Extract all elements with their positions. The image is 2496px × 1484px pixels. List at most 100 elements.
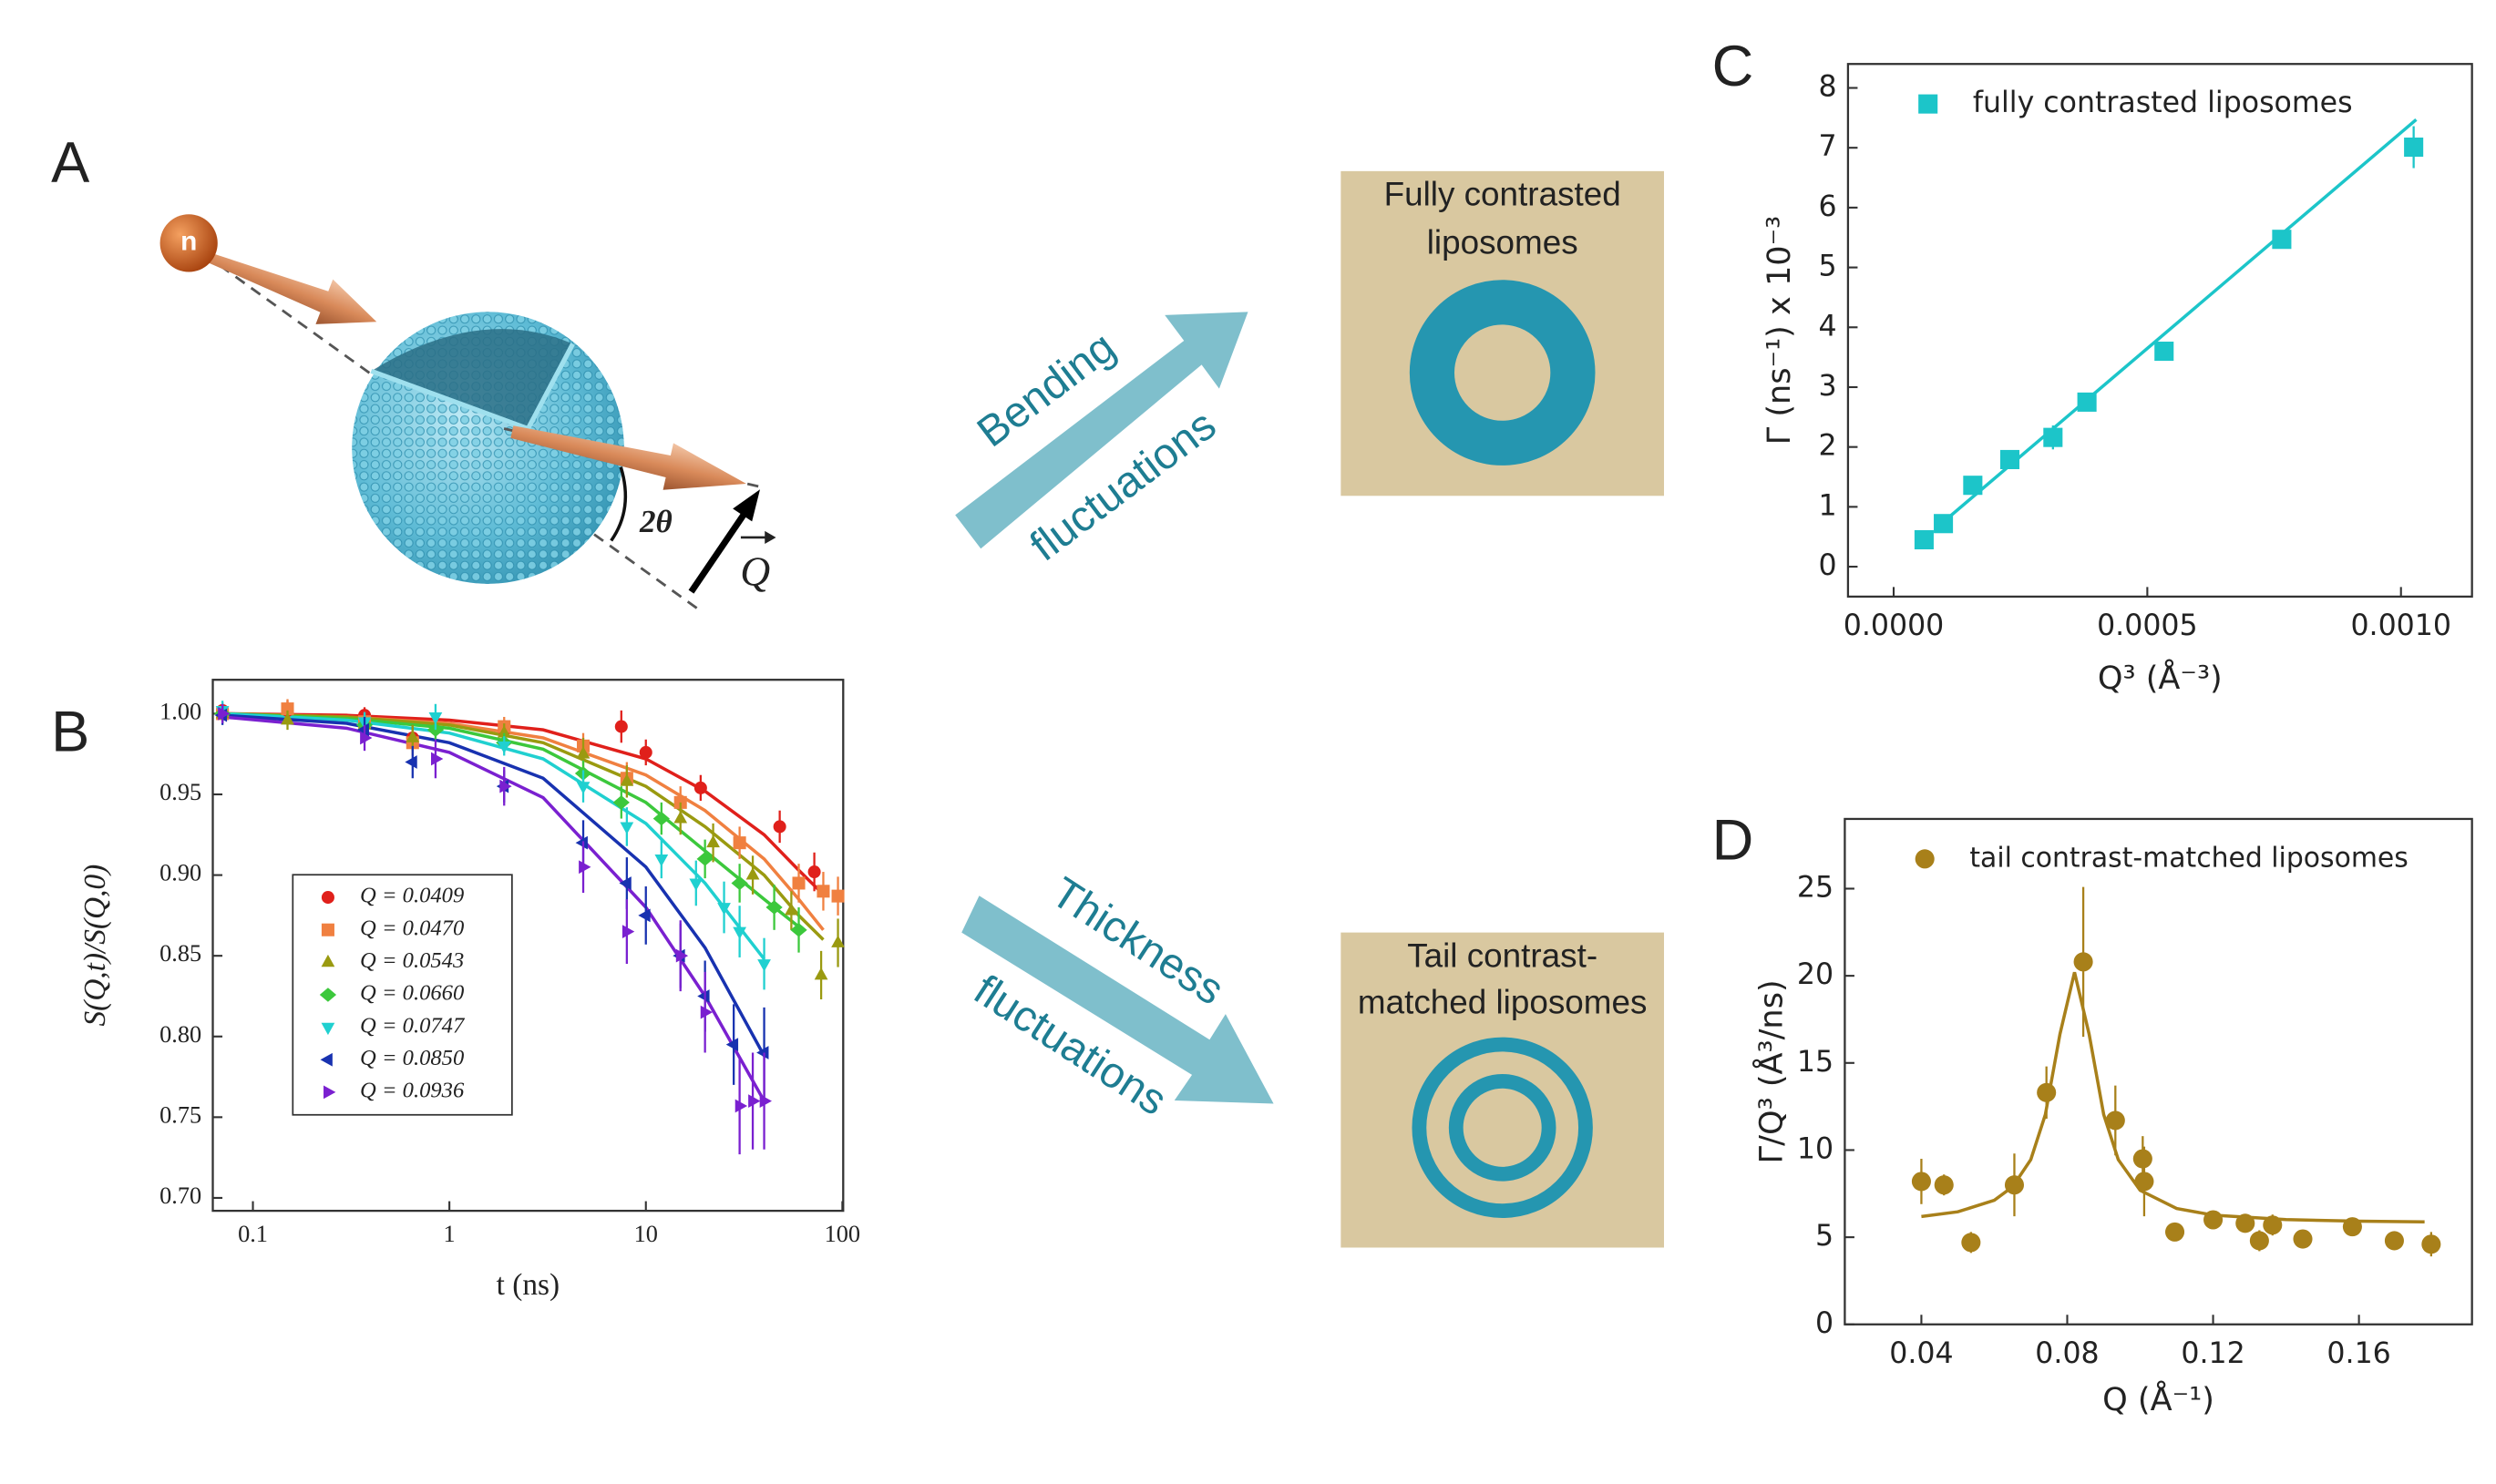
data-point	[700, 1005, 714, 1019]
data-point	[497, 741, 511, 754]
data-point	[675, 948, 689, 963]
thickness-arrow: Thickness fluctuations	[961, 868, 1274, 1125]
panel-label: C	[1712, 35, 1754, 98]
data-point	[281, 702, 294, 716]
y-tick-label: 4	[1819, 310, 1837, 343]
data-point	[639, 745, 652, 759]
x-tick-label: 0.1	[238, 1221, 268, 1247]
fit-curve	[222, 713, 766, 1057]
data-point	[2134, 1172, 2154, 1192]
y-tick-label: 0	[1815, 1307, 1833, 1340]
data-point	[281, 712, 294, 725]
data-point	[790, 923, 807, 937]
data-point	[619, 876, 632, 890]
data-point	[756, 1046, 769, 1059]
data-point	[2263, 1215, 2283, 1235]
data-point	[2077, 392, 2097, 412]
y-tick-label: 10	[1797, 1132, 1833, 1165]
data-point	[2154, 342, 2174, 362]
x-tick-label: 0.0005	[2097, 609, 2198, 642]
fit-curve	[222, 711, 765, 960]
data-point	[2165, 1222, 2185, 1242]
data-point	[638, 908, 651, 923]
fit-curve	[1921, 971, 2425, 1224]
data-point	[2404, 138, 2424, 158]
data-point	[2105, 1110, 2125, 1131]
chart: 0.0000 0.0005 0.0010 0 1 2 3 4 5 6 7 8 Q³ (Å⁻³) Γ (ns…	[1761, 63, 2473, 697]
legend-label: fully contrasted liposomes	[1973, 87, 2353, 119]
data-point	[431, 752, 444, 766]
data-point	[612, 795, 630, 810]
x-axis-label: Q (Å⁻¹)	[2102, 1379, 2214, 1418]
q-vector	[688, 509, 749, 594]
y-axis-label: Γ (ns⁻¹) x 10⁻³	[1761, 216, 1798, 445]
y-tick-label: 2	[1819, 430, 1837, 463]
data-point	[697, 989, 710, 1003]
legend-label: Q = 0.0747	[360, 1013, 466, 1038]
data-point	[360, 731, 373, 745]
data-point	[497, 725, 511, 738]
legend-label: Q = 0.0850	[360, 1046, 464, 1070]
plot-frame	[1846, 63, 2473, 599]
x-tick-label: 100	[825, 1221, 861, 1247]
x-tick-label: 0.16	[2327, 1337, 2390, 1370]
legend-marker	[324, 1085, 336, 1100]
data-point	[731, 875, 748, 891]
data-point	[2384, 1231, 2404, 1251]
legend-marker	[320, 1052, 333, 1067]
data-point	[2132, 1149, 2152, 1169]
data-point	[576, 746, 591, 759]
box-label: liposomes	[1427, 223, 1578, 261]
legend-marker	[321, 923, 334, 936]
data-point	[733, 926, 746, 940]
data-point	[575, 835, 588, 850]
data-point	[356, 722, 369, 737]
data-point	[218, 707, 231, 721]
legend-label: Q = 0.0660	[360, 981, 464, 1006]
x-tick-label: 0.0010	[2350, 609, 2451, 642]
angle-arc	[610, 466, 628, 542]
legend-marker	[1915, 849, 1935, 869]
data-point	[725, 1038, 739, 1051]
data-point	[2004, 1175, 2025, 1195]
data-point	[2342, 1217, 2362, 1237]
q-label: Q	[740, 548, 770, 595]
data-point	[2272, 230, 2292, 250]
data-point	[745, 867, 760, 880]
data-point	[733, 836, 746, 850]
y-tick-label: 0.95	[159, 779, 201, 805]
panel-label: B	[51, 700, 89, 763]
x-tick-label: 0.04	[1889, 1337, 1953, 1370]
y-tick-label: 1.00	[159, 698, 201, 724]
x-tick-label: 0.12	[2181, 1337, 2244, 1370]
data-point	[1911, 1172, 1931, 1192]
data-point	[1914, 529, 1934, 550]
x-tick-label: 1	[444, 1221, 456, 1247]
box-label: matched liposomes	[1358, 983, 1648, 1020]
y-tick-label: 25	[1797, 871, 1833, 904]
y-axis-label: Γ/Q³ (Å³/ns)	[1751, 979, 1790, 1163]
box-label: Tail contrast-	[1407, 936, 1597, 974]
y-tick-label: 8	[1819, 71, 1837, 104]
box-label: Fully contrasted	[1384, 176, 1621, 213]
data-point	[785, 903, 798, 916]
y-tick-label: 0.90	[159, 860, 201, 886]
data-point	[2249, 1231, 2269, 1251]
fit-curve	[222, 711, 825, 896]
data-point	[831, 935, 845, 947]
data-point	[2073, 952, 2093, 972]
data-point	[620, 822, 634, 834]
data-point	[693, 781, 707, 794]
y-tick-label: 3	[1819, 370, 1837, 403]
data-point	[621, 925, 635, 938]
incident-beam	[202, 251, 377, 324]
data-point	[652, 811, 670, 826]
data-point	[765, 900, 783, 915]
legend-marker	[321, 954, 335, 967]
data-point	[717, 903, 731, 916]
data-point	[759, 1094, 772, 1109]
data-point	[817, 885, 830, 898]
data-point	[773, 820, 786, 834]
chart: 0.1 1 10 100 0.70 0.75 0.80 0.85 0.90 0.95 1.00 t (…	[78, 679, 861, 1302]
